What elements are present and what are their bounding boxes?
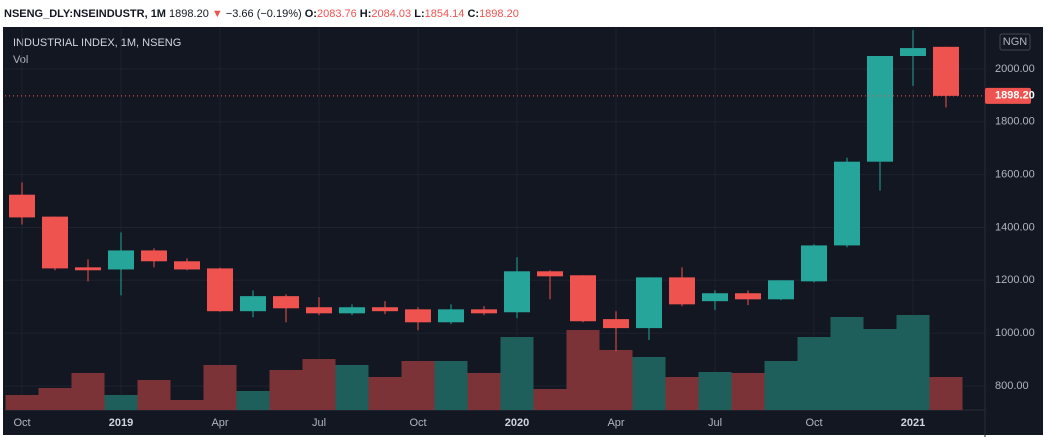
- candle-body: [339, 307, 365, 314]
- volume-bar: [170, 400, 204, 410]
- volume-bar: [797, 337, 831, 410]
- candle-body: [75, 267, 101, 271]
- candle-body: [768, 280, 794, 300]
- volume-bar: [401, 361, 435, 410]
- candle-body: [9, 194, 35, 218]
- y-tick-label: 1000.00: [995, 327, 1035, 339]
- volume-bar: [5, 395, 39, 410]
- volume-bar: [698, 372, 732, 410]
- candle-body: [603, 319, 629, 329]
- volume-bar: [38, 388, 72, 410]
- change: −3.66 (−0.19%): [225, 8, 302, 20]
- volume-bar: [335, 365, 369, 410]
- x-tick-label: Oct: [805, 417, 822, 429]
- y-tick-label: 1600.00: [995, 169, 1035, 181]
- volume-bar: [764, 361, 798, 410]
- x-tick-label: Apr: [607, 417, 624, 429]
- y-tick-label: 2000.00: [995, 63, 1035, 75]
- x-tick-label: 2021: [901, 417, 925, 429]
- candle-body: [537, 271, 563, 277]
- volume-bar: [434, 361, 468, 410]
- c-value: 1898.20: [479, 8, 519, 20]
- candle-body: [933, 46, 959, 96]
- last-price-tag: [985, 87, 1031, 104]
- volume-bar: [863, 329, 897, 410]
- y-tick-label: 800.00: [995, 380, 1029, 392]
- x-tick-label: Apr: [211, 417, 228, 429]
- volume-bar: [269, 370, 303, 410]
- h-value: 2084.03: [371, 8, 412, 20]
- x-tick-label: Oct: [13, 417, 30, 429]
- volume-bar: [467, 373, 501, 410]
- currency-box: [999, 33, 1031, 51]
- down-arrow: ▼: [211, 8, 223, 20]
- candle-body: [207, 268, 233, 312]
- candle-body: [867, 56, 893, 162]
- last: 1898.20: [169, 8, 209, 20]
- l-label: L:: [414, 8, 425, 20]
- volume-bar: [599, 350, 633, 410]
- x-tick-label: Jul: [312, 417, 326, 429]
- candle-body: [636, 277, 662, 329]
- volume-bar: [71, 373, 105, 410]
- currency: NGN: [1003, 36, 1028, 48]
- candle-body: [702, 293, 728, 302]
- x-tick-label: 2019: [109, 417, 133, 429]
- x-tick-label: Oct: [409, 417, 426, 429]
- candle-body: [141, 250, 167, 262]
- candle-body: [570, 275, 596, 322]
- volume-bar: [533, 389, 567, 410]
- volume-bar: [500, 337, 534, 410]
- candle-body: [801, 245, 827, 282]
- volume-bar: [137, 380, 171, 410]
- volume-bar: [104, 395, 138, 410]
- y-tick-label: 1400.00: [995, 221, 1035, 233]
- x-tick-label: Jul: [708, 417, 722, 429]
- candle-body: [240, 296, 266, 312]
- symbol: NSENG_DLY:NSEINDUSTR, 1M: [4, 8, 166, 20]
- l-value: 1854.14: [424, 8, 465, 20]
- o-value: 2083.76: [316, 8, 357, 20]
- volume-bar: [830, 317, 864, 410]
- candle-body: [504, 271, 530, 313]
- volume-bar: [302, 359, 336, 410]
- volume-bar: [203, 365, 237, 410]
- candle-body: [735, 293, 761, 300]
- volume-bar: [731, 373, 765, 410]
- candle-body: [669, 277, 695, 305]
- candle-body: [306, 307, 332, 314]
- candle-body: [42, 216, 68, 269]
- volume-label: Vol: [13, 54, 28, 66]
- volume-bar: [665, 377, 699, 410]
- candle-body: [405, 309, 431, 323]
- volume-bar: [632, 357, 666, 410]
- o-label: O:: [304, 8, 317, 20]
- x-tick-label: 2020: [505, 417, 529, 429]
- volume-bar: [236, 391, 270, 410]
- pane-title: INDUSTRIAL INDEX, 1M, NSENG: [13, 37, 181, 49]
- c-label: C:: [467, 8, 480, 20]
- y-tick-label: 1800.00: [995, 116, 1035, 128]
- last-price-label: 1898.20: [995, 90, 1035, 102]
- h-label: H:: [359, 8, 372, 20]
- candle-body: [174, 261, 200, 270]
- volume-bar: [896, 315, 930, 410]
- y-tick-label: 1200.00: [995, 274, 1035, 286]
- candle-body: [273, 296, 299, 309]
- volume-bar: [929, 377, 963, 410]
- candle-body: [438, 309, 464, 323]
- candle-body: [900, 48, 926, 57]
- volume-bar: [566, 330, 600, 410]
- candle-body: [834, 161, 860, 246]
- candle-body: [372, 307, 398, 312]
- volume-bar: [368, 377, 402, 410]
- header: NSENG_DLY:NSEINDUSTR, 1M 1898.20 ▼ −3.66…: [4, 8, 519, 20]
- candle-body: [108, 250, 134, 270]
- candle-body: [471, 309, 497, 314]
